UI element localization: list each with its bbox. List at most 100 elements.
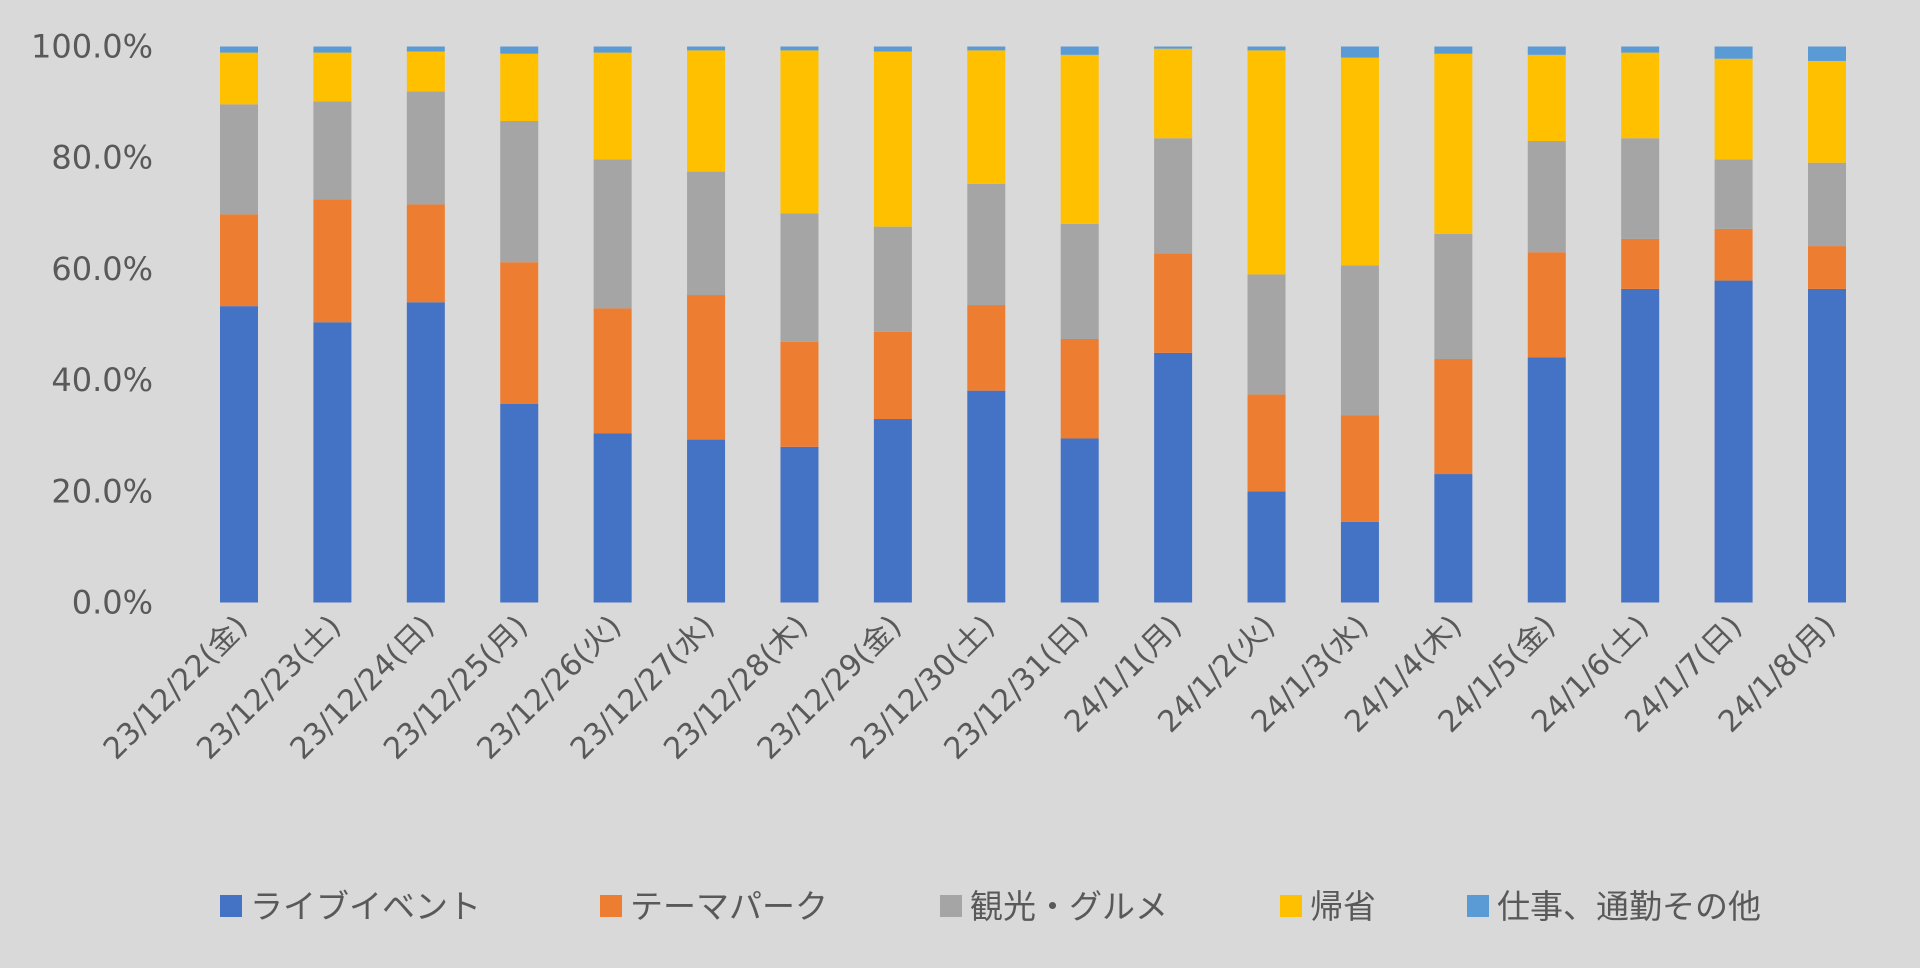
bar-segment-1 bbox=[780, 341, 819, 447]
bar-segment-4 bbox=[873, 46, 912, 52]
legend-item: 帰省 bbox=[1280, 887, 1376, 926]
legend-item: ライブイベント bbox=[220, 887, 481, 926]
bar-segment-0 bbox=[1247, 491, 1286, 603]
bar-segment-2 bbox=[1714, 159, 1753, 229]
bar-segment-3 bbox=[1247, 50, 1286, 275]
y-tick-label: 20.0% bbox=[51, 472, 153, 510]
bar-segment-2 bbox=[1340, 265, 1379, 416]
bar-segment-4 bbox=[220, 46, 258, 53]
bar-segment-4 bbox=[313, 46, 352, 53]
bar-segment-2 bbox=[1808, 162, 1846, 247]
bar-segment-4 bbox=[967, 46, 1006, 51]
bar-segment-0 bbox=[1808, 288, 1846, 603]
bar-segment-2 bbox=[1247, 274, 1286, 395]
bar-segment-4 bbox=[1527, 46, 1566, 55]
legend-item: テーマパーク bbox=[600, 887, 828, 926]
bar-segment-3 bbox=[500, 53, 539, 122]
bar-segment-1 bbox=[313, 199, 352, 323]
x-axis-ticks: 23/12/22(金)23/12/23(土)23/12/24(日)23/12/2… bbox=[97, 609, 1843, 767]
bar-segment-2 bbox=[1621, 138, 1660, 239]
y-tick-label: 80.0% bbox=[51, 139, 153, 177]
bar-segment-4 bbox=[1714, 46, 1753, 59]
bar-segment-2 bbox=[1060, 223, 1099, 339]
bar-segment-0 bbox=[967, 390, 1006, 603]
bar-segment-1 bbox=[220, 214, 258, 307]
legend-label: ライブイベント bbox=[250, 887, 481, 926]
bar-segment-1 bbox=[1340, 415, 1379, 522]
bar-segment-0 bbox=[1340, 521, 1379, 603]
bar-segment-3 bbox=[1527, 54, 1566, 142]
legend-swatch bbox=[1467, 895, 1489, 917]
bar-segment-0 bbox=[220, 306, 258, 603]
bar-segment-4 bbox=[1154, 46, 1193, 49]
bar-segment-3 bbox=[313, 52, 352, 102]
bar-segment-4 bbox=[780, 46, 819, 51]
bar-segment-4 bbox=[687, 46, 726, 51]
bar-segment-2 bbox=[220, 104, 258, 215]
bar-segment-4 bbox=[593, 46, 632, 53]
legend-swatch bbox=[1280, 895, 1302, 917]
bar-segment-1 bbox=[1527, 252, 1566, 358]
bar-segment-4 bbox=[500, 46, 539, 54]
bar-segment-1 bbox=[1247, 394, 1286, 492]
bar-segment-4 bbox=[406, 46, 445, 52]
bar-segment-3 bbox=[593, 52, 632, 160]
bar-segment-3 bbox=[220, 52, 258, 105]
bar-segment-3 bbox=[1714, 58, 1753, 160]
bar-segment-1 bbox=[687, 295, 726, 440]
bar-segment-1 bbox=[967, 305, 1006, 391]
bar-segment-3 bbox=[406, 51, 445, 92]
bar-segment-3 bbox=[967, 50, 1006, 184]
bar-segment-3 bbox=[1808, 60, 1846, 163]
y-tick-label: 100.0% bbox=[31, 28, 153, 66]
bar-segment-2 bbox=[406, 91, 445, 205]
bar-segment-3 bbox=[1340, 57, 1379, 266]
bar-segment-3 bbox=[1434, 53, 1473, 234]
legend-swatch bbox=[940, 895, 962, 917]
bar-segment-2 bbox=[687, 171, 726, 296]
bar-segment-2 bbox=[873, 226, 912, 332]
bar-segment-1 bbox=[500, 262, 539, 405]
bar-segment-2 bbox=[313, 101, 352, 200]
bar-segment-1 bbox=[1621, 238, 1660, 289]
bar-segment-1 bbox=[873, 331, 912, 420]
bar-segment-4 bbox=[1434, 46, 1473, 54]
bar-segment-1 bbox=[1714, 228, 1753, 281]
bar-segment-4 bbox=[1247, 46, 1286, 51]
bar-segment-2 bbox=[1154, 138, 1193, 254]
bar-segment-1 bbox=[593, 308, 632, 434]
legend-label: 観光・グルメ bbox=[970, 887, 1168, 926]
legend-item: 仕事、通勤その他 bbox=[1467, 887, 1761, 926]
legend-swatch bbox=[600, 895, 622, 917]
bar-segment-1 bbox=[1808, 246, 1846, 289]
y-tick-label: 60.0% bbox=[51, 250, 153, 288]
bar-segment-4 bbox=[1340, 46, 1379, 58]
legend-label: 仕事、通勤その他 bbox=[1497, 887, 1761, 926]
legend-label: テーマパーク bbox=[630, 887, 828, 926]
bar-segment-1 bbox=[406, 204, 445, 303]
bar-segment-0 bbox=[780, 446, 819, 603]
bar-segment-3 bbox=[1060, 54, 1099, 224]
bar-segment-4 bbox=[1621, 46, 1660, 53]
bar-segment-1 bbox=[1154, 253, 1193, 353]
bar-segment-3 bbox=[1621, 52, 1660, 139]
bar-segment-2 bbox=[1434, 233, 1473, 359]
bar-segment-3 bbox=[1154, 48, 1193, 139]
bar-segment-0 bbox=[1714, 280, 1753, 603]
y-tick-label: 40.0% bbox=[51, 361, 153, 399]
bar-segment-0 bbox=[313, 322, 352, 603]
bar-segment-2 bbox=[500, 121, 539, 263]
y-axis-ticks: 0.0% 20.0% 40.0% 60.0% 80.0% 100.0% bbox=[31, 28, 153, 622]
bar-segment-1 bbox=[1434, 358, 1473, 475]
bar-segment-3 bbox=[687, 50, 726, 172]
bar-segment-0 bbox=[1154, 352, 1193, 603]
y-tick-label: 0.0% bbox=[72, 584, 153, 622]
legend: ライブイベント テーマパーク 観光・グルメ 帰省 仕事、通勤その他 bbox=[220, 887, 1761, 926]
bar-segment-1 bbox=[1060, 338, 1099, 439]
bar-segment-2 bbox=[967, 183, 1006, 306]
bar-segment-3 bbox=[780, 50, 819, 214]
bar-segment-2 bbox=[1527, 141, 1566, 253]
bar-segment-0 bbox=[500, 404, 539, 603]
bars bbox=[220, 46, 1846, 603]
